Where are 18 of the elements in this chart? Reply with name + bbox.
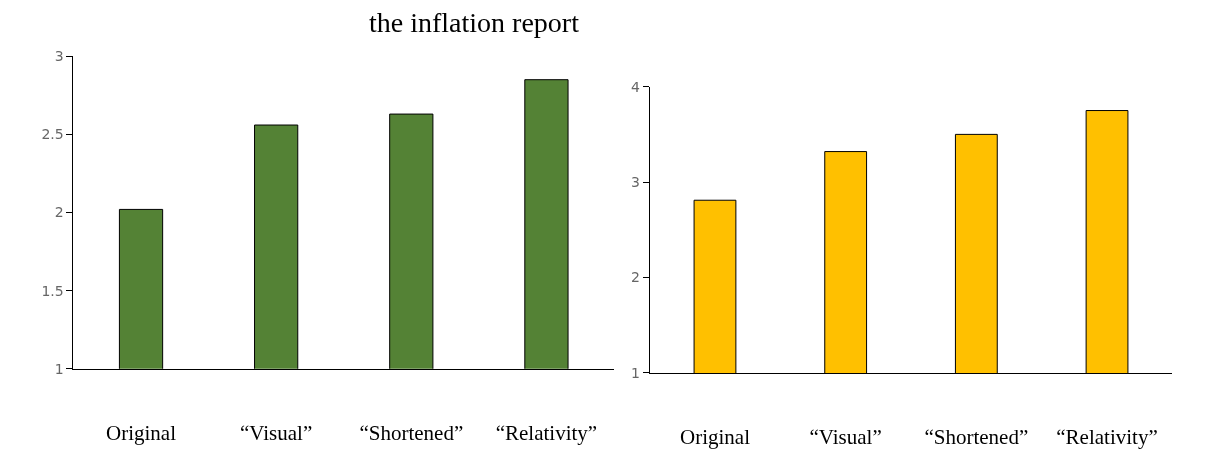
- y-tick-label: 1.5: [41, 282, 64, 299]
- x-tick-label: “Relativity”: [495, 421, 598, 446]
- y-tick-label: 4: [630, 78, 640, 95]
- y-tick-label: 2: [630, 269, 640, 286]
- x-tick-label: “Shortened”: [359, 421, 464, 446]
- x-tick-label: Original: [106, 421, 177, 446]
- chart-title: the inflation report: [369, 7, 580, 38]
- y-tick-label: 1: [54, 360, 64, 377]
- y-tick-label: 2: [54, 204, 64, 221]
- y-tick-label: 1: [630, 364, 640, 381]
- y-tick-label: 2.5: [41, 126, 64, 143]
- x-tick-label: “Visual”: [240, 421, 313, 446]
- x-tick-label: “Visual”: [809, 425, 882, 450]
- x-tick-label: Original: [679, 425, 751, 450]
- y-tick-label: 3: [54, 48, 64, 65]
- y-tick-label: 3: [630, 174, 640, 190]
- x-tick-label: “Relativity”: [1056, 425, 1158, 450]
- x-tick-label: “Shortened”: [924, 425, 1029, 450]
